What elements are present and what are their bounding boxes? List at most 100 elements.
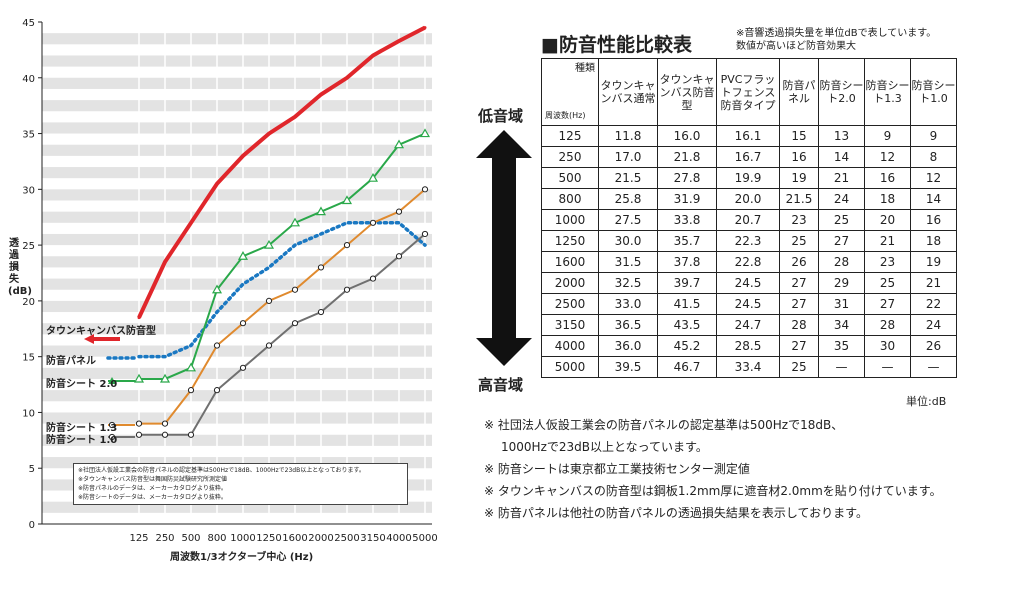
data-point <box>397 39 401 43</box>
value-cell: 8 <box>910 146 957 168</box>
grid-band <box>42 300 432 313</box>
grid-band <box>42 55 432 67</box>
data-point <box>211 284 223 294</box>
y-tick-label: 45 <box>22 18 35 29</box>
value-cell: 39.7 <box>657 272 717 294</box>
table-row: 500 21.5 27.8 19.9 19 21 16 12 <box>541 167 957 189</box>
value-cell: 30.0 <box>598 230 658 252</box>
grid-band <box>42 100 432 112</box>
grid-band <box>42 390 432 402</box>
grid-band <box>42 122 432 134</box>
low-range-label: 低音域 <box>478 107 524 125</box>
legend-marker-town-canvas <box>84 334 120 344</box>
legend-marker-sheet-13-point <box>108 421 116 429</box>
series-line <box>139 132 426 380</box>
data-point <box>393 139 405 149</box>
value-cell: 25 <box>779 230 819 252</box>
data-point <box>187 431 195 438</box>
value-cell: 20.7 <box>716 209 780 231</box>
table-row: 2000 32.5 39.7 24.5 27 29 25 21 <box>541 272 957 294</box>
value-cell: 28.5 <box>716 335 780 357</box>
frequency-cell: 1600 <box>541 251 599 273</box>
value-cell: 23 <box>779 209 819 231</box>
value-cell: 27 <box>779 272 819 294</box>
value-cell: 39.5 <box>598 356 658 378</box>
frequency-cell: 3150 <box>541 314 599 336</box>
value-cell: 26 <box>910 335 957 357</box>
footnote: ※ 防音シートは東京都立工業技術センター測定値 <box>484 462 750 476</box>
data-point <box>343 242 351 249</box>
y-tick-label: 15 <box>22 353 35 364</box>
frequency-cell: 125 <box>541 125 599 147</box>
comparison-table: 種類 周波数(Hz) タウンキャンバス通常 タウンキャンバス防音型 PVCフラッ… <box>541 58 957 378</box>
series-line <box>137 25 426 319</box>
value-cell: 21 <box>910 272 957 294</box>
table-row: 2500 33.0 41.5 24.5 27 31 27 22 <box>541 293 957 315</box>
grid-band <box>42 233 432 246</box>
value-cell: 16 <box>779 146 819 168</box>
grid-band <box>42 345 432 357</box>
value-cell: 13 <box>818 125 865 147</box>
value-cell: 14 <box>818 146 865 168</box>
value-cell: 46.7 <box>657 356 717 378</box>
data-point <box>343 286 351 293</box>
value-cell: 21.5 <box>598 167 658 189</box>
grid-band <box>42 434 432 446</box>
value-cell: 33.0 <box>598 293 658 315</box>
data-point <box>137 316 141 320</box>
chart-note: ※防音パネルのデータは、メーカーカタログより抜粋。 <box>78 485 227 492</box>
data-point <box>237 251 249 260</box>
y-tick-label: 25 <box>22 241 35 252</box>
x-tick-label: 800 <box>207 533 226 544</box>
y-tick-label: 30 <box>22 185 35 196</box>
value-cell: 21.5 <box>779 188 819 210</box>
value-cell: 27 <box>779 293 819 315</box>
x-tick-label: 1250 <box>256 533 281 544</box>
grid-band <box>42 412 432 424</box>
value-cell: 24.7 <box>716 314 780 336</box>
value-cell: 20 <box>864 209 911 231</box>
unit-note-line-2: 数値が高いほど防音効果大 <box>736 41 856 52</box>
value-cell: 22.8 <box>716 251 780 273</box>
value-cell: 19 <box>910 251 957 273</box>
data-point <box>423 26 427 30</box>
data-point <box>187 387 195 394</box>
value-cell: 12 <box>910 167 957 189</box>
value-cell: 37.8 <box>657 251 717 273</box>
table-row: 3150 36.5 43.5 24.7 28 34 28 24 <box>541 314 957 336</box>
table-row: 1600 31.5 37.8 22.8 26 28 23 19 <box>541 251 957 273</box>
y-axis-label: 透過損失(dB) <box>8 238 32 297</box>
series-line <box>139 188 426 425</box>
x-tick-label: 2500 <box>334 533 359 544</box>
data-point <box>369 219 377 226</box>
value-cell: — <box>910 356 957 378</box>
value-cell: 12 <box>864 146 911 168</box>
value-cell: 16.7 <box>716 146 780 168</box>
value-cell: — <box>864 356 911 378</box>
value-cell: 16 <box>910 209 957 231</box>
data-point <box>293 115 297 119</box>
value-cell: 25 <box>779 356 819 378</box>
header-sheet-13: 防音シート1.3 <box>864 58 911 126</box>
data-point <box>369 275 377 282</box>
footnotes: ※ 社団法人仮設工業会の防音パネルの認定基準は500Hzで18dB、 1000H… <box>484 414 942 524</box>
value-cell: 28 <box>818 251 865 273</box>
value-cell: 18 <box>910 230 957 252</box>
data-point <box>317 308 325 316</box>
frequency-cell: 250 <box>541 146 599 168</box>
legend-label-panel: 防音パネル <box>46 356 96 367</box>
chart-note: ※タウンキャンバス防音型は舞国防災試験研究所測定値 <box>78 476 228 483</box>
data-point <box>135 431 143 438</box>
value-cell: 27 <box>864 293 911 315</box>
value-cell: 34 <box>818 314 865 336</box>
value-cell: 22 <box>910 293 957 315</box>
data-point <box>267 132 271 136</box>
y-tick-label: 10 <box>22 408 35 419</box>
data-point <box>161 431 169 438</box>
frequency-cell: 5000 <box>541 356 599 378</box>
table-unit-note: ※音響透過損失量を単位dBで表しています。 数値が高いほど防音効果大 <box>736 27 936 53</box>
value-cell: 35 <box>818 335 865 357</box>
legend-marker-sheet-20-point <box>108 377 116 384</box>
value-cell: 15 <box>779 125 819 147</box>
